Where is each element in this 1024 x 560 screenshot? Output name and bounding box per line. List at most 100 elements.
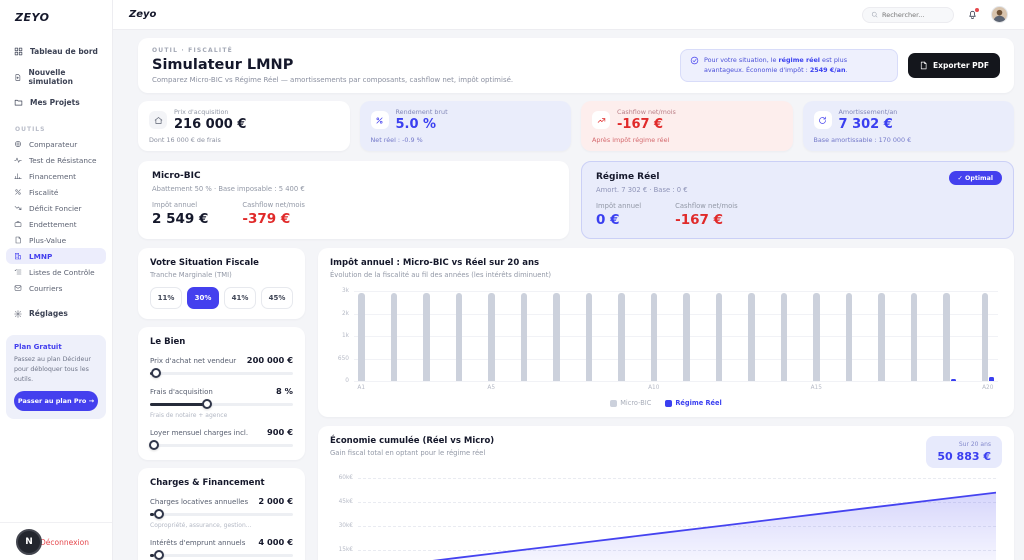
- field-note: Frais de notaire + agence: [150, 412, 228, 419]
- micro-bic-bar: [878, 293, 885, 381]
- micro-bic-bar: [981, 293, 988, 381]
- slider[interactable]: [150, 368, 293, 378]
- tools-section-label: OUTILS: [15, 126, 46, 133]
- building-icon: [15, 253, 21, 260]
- export-pdf-button[interactable]: Exporter PDF: [907, 53, 1000, 78]
- kpi-label: Amortissement/an: [838, 108, 898, 116]
- bar-group-a20: A20: [981, 291, 994, 391]
- zeyo-logo: ZEYO: [15, 11, 50, 24]
- bar-group-a6: [520, 291, 527, 381]
- slider-track: [150, 371, 293, 375]
- controls-column: Votre Situation Fiscale Tranche Marginal…: [138, 248, 305, 560]
- slider[interactable]: [150, 509, 293, 519]
- sidebar-item-mes-projets[interactable]: Mes Projets: [6, 93, 106, 112]
- fiscal-panel-title: Votre Situation Fiscale: [150, 258, 259, 268]
- micro-tax-value: 2 549 €: [152, 211, 209, 227]
- micro-bic-bar: [585, 293, 592, 381]
- search-input[interactable]: [882, 10, 945, 19]
- bar-group-a10: A10: [648, 291, 659, 391]
- bar-chart-subtitle: Évolution de la fiscalité au fil des ann…: [330, 271, 552, 279]
- micro-bic-bar: [780, 293, 787, 381]
- sidebar-item-endettement[interactable]: Endettement: [6, 216, 106, 232]
- total-savings-badge: Sur 20 ans 50 883 €: [926, 436, 1002, 468]
- y-axis-tick: 0: [345, 378, 349, 384]
- user-avatar-initial[interactable]: N: [16, 529, 42, 555]
- slider-thumb[interactable]: [153, 550, 164, 560]
- micro-bic-bar: [943, 293, 950, 381]
- slider-track: [150, 512, 293, 516]
- field-value: 8 %: [276, 386, 293, 396]
- field-label: Loyer mensuel charges incl.: [150, 429, 249, 437]
- refresh-icon: [819, 116, 826, 124]
- page-title: Simulateur LMNP: [152, 57, 294, 73]
- tmi-option-30[interactable]: 30%: [187, 287, 219, 309]
- slider-thumb[interactable]: [202, 399, 213, 409]
- slider[interactable]: [149, 440, 293, 450]
- sidebar-item-test-de-r-sistance[interactable]: Test de Résistance: [6, 152, 106, 168]
- tmi-option-45[interactable]: 45%: [261, 287, 293, 309]
- kpi-label: Rendement brut: [395, 108, 448, 116]
- trend-down-icon: [14, 206, 22, 210]
- micro-bic-card: Micro-BIC Abattement 50 % · Base imposab…: [138, 161, 569, 239]
- percent-icon: [15, 189, 21, 195]
- y-axis-tick: 3k: [341, 288, 349, 294]
- sidebar-item-nouvelle-simulation[interactable]: Nouvelle simulation: [6, 63, 106, 91]
- search-box[interactable]: [862, 6, 954, 23]
- house-iconbox: [149, 111, 167, 129]
- slider[interactable]: [150, 550, 293, 560]
- x-axis-tick: A5: [487, 385, 496, 391]
- tmi-option-41[interactable]: 41%: [224, 287, 256, 309]
- search-icon: [871, 11, 878, 18]
- logout-link[interactable]: Déconnexion: [40, 538, 89, 547]
- legend-item-micro-bic: Micro-BIC: [610, 399, 651, 407]
- slider-field-frais-d-acquisition: Frais d'acquisition 8 % Frais de notaire +…: [150, 386, 293, 419]
- sidebar-item-d-ficit-foncier[interactable]: Déficit Foncier: [6, 200, 106, 216]
- tmi-option-11[interactable]: 11%: [150, 287, 182, 309]
- y-axis-tick: 15k€: [338, 547, 353, 553]
- slider-track: [150, 402, 293, 406]
- slider-thumb[interactable]: [150, 368, 161, 378]
- slider-fill: [150, 553, 155, 557]
- micro-bic-bar: [845, 293, 852, 381]
- sidebar-item-tableau-de-bord[interactable]: Tableau de bord: [6, 42, 106, 61]
- slider-thumb[interactable]: [149, 440, 160, 450]
- micro-cashflow-stat: Cashflow net/mois -379 €: [242, 201, 305, 227]
- field-label: Frais d'acquisition: [150, 388, 213, 396]
- micro-bic-bar: [618, 293, 625, 381]
- kpi-row: Prix d'acquisition 216 000 € Dont 16 000 €…: [138, 101, 1014, 151]
- percent-icon: [376, 117, 383, 123]
- micro-bic-bar: [910, 293, 917, 381]
- tmi-options: 11% 30% 41% 45%: [150, 287, 293, 309]
- user-avatar[interactable]: [991, 6, 1008, 23]
- folder-icon: [14, 99, 23, 106]
- bar-group-a15: A15: [811, 291, 822, 391]
- micro-bic-bar: [813, 293, 820, 381]
- slider[interactable]: [150, 399, 293, 409]
- sidebar-item-comparateur[interactable]: Comparateur: [6, 136, 106, 152]
- sidebar-item-plus-value[interactable]: Plus-Value: [6, 232, 106, 248]
- x-axis-tick: A15: [810, 385, 822, 391]
- field-label: Prix d'achat net vendeur: [150, 357, 237, 365]
- topbar: Zeyo: [113, 0, 1024, 30]
- bar-group-a3: [423, 291, 430, 381]
- regime-reel-title: Régime Réel: [596, 172, 660, 182]
- sidebar-item-courriers[interactable]: Courriers: [6, 280, 106, 296]
- slider-thumb[interactable]: [153, 509, 164, 519]
- optimal-badge: ✓ Optimal: [948, 171, 1002, 185]
- gridline: [354, 313, 998, 315]
- doc-plus-icon: [15, 73, 21, 81]
- bar-group-a17: [878, 291, 885, 381]
- sidebar-item-fiscalit-[interactable]: Fiscalité: [6, 184, 106, 200]
- sidebar-item-financement[interactable]: Financement: [6, 168, 106, 184]
- bars-icon: [14, 173, 22, 179]
- sidebar-item-lmnp[interactable]: LMNP: [6, 248, 106, 264]
- field-label: Charges locatives annuelles: [150, 498, 249, 506]
- trend-up-iconbox: [592, 111, 610, 129]
- sidebar-item-listes-de-contr-le[interactable]: Listes de Contrôle: [6, 264, 106, 280]
- sidebar-item-reglages[interactable]: Réglages: [6, 304, 106, 323]
- area-fill: [439, 492, 996, 560]
- slider-fill: [150, 402, 208, 406]
- notifications-bell-icon[interactable]: [967, 8, 979, 20]
- upgrade-pro-button[interactable]: Passer au plan Pro →: [14, 391, 98, 412]
- topbar-actions: [862, 6, 1008, 23]
